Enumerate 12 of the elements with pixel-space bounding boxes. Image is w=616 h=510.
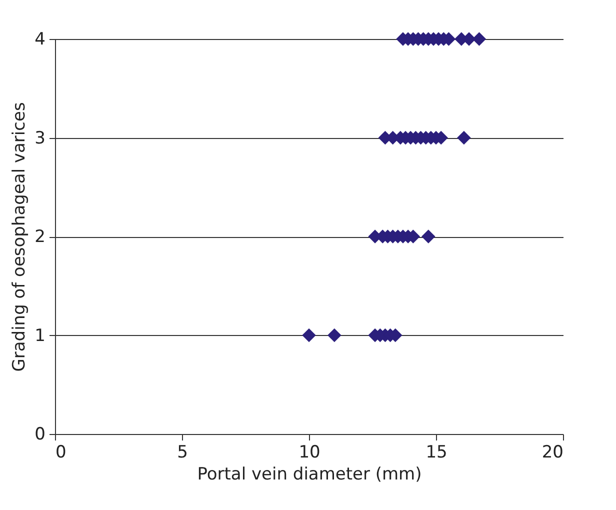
y-tick-label: 3 (34, 128, 46, 148)
x-tick-label: 5 (177, 442, 188, 462)
y-tick-label: 2 (34, 227, 46, 247)
y-tick-label: 4 (34, 30, 46, 50)
y-tick-label: 1 (34, 326, 46, 346)
x-tick-label: 20 (542, 442, 564, 462)
x-axis-title: Portal vein diameter (mm) (197, 464, 422, 484)
y-axis-title: Grading of oesophageal varices (10, 102, 30, 372)
x-tick-label: 15 (426, 442, 448, 462)
x-tick-label: 0 (56, 442, 66, 462)
x-tick-label: 10 (298, 442, 320, 462)
y-tick-label: 0 (34, 424, 46, 444)
